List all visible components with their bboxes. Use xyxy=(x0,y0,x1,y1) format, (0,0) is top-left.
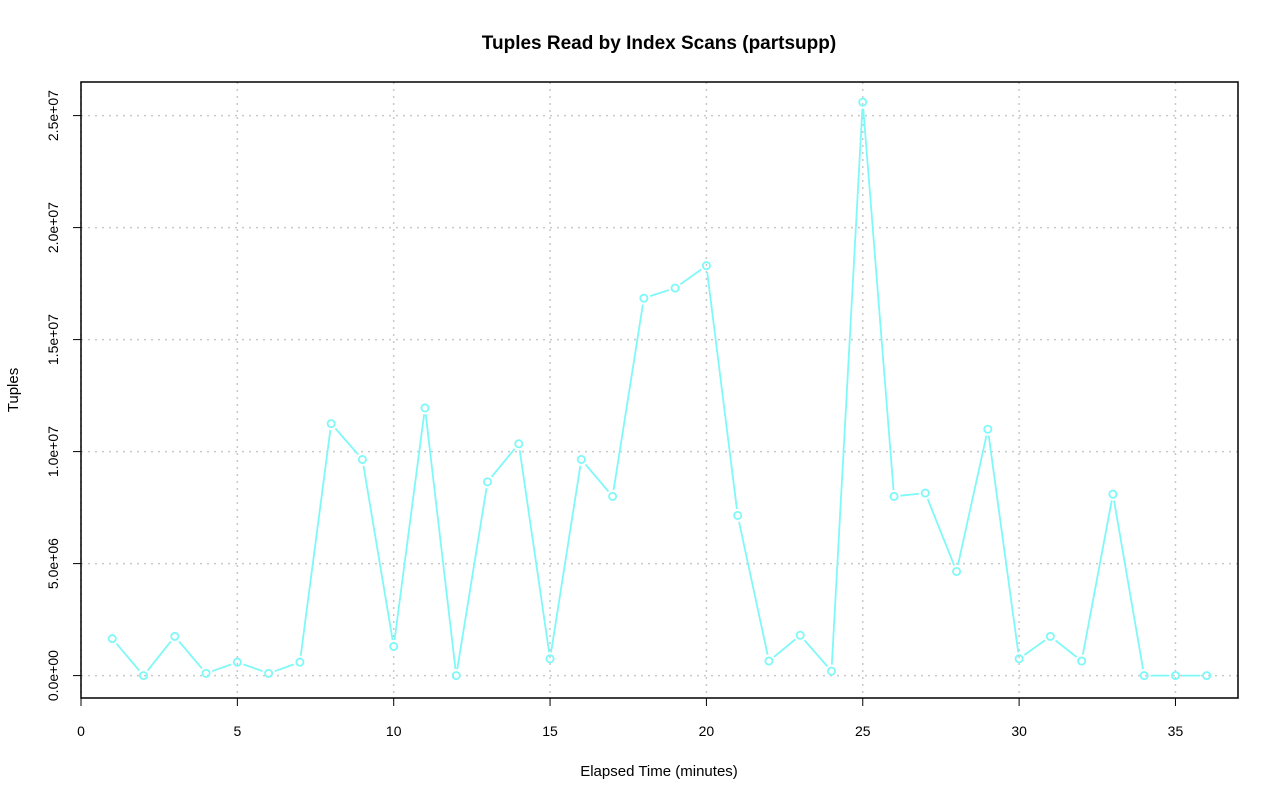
series-line-segment xyxy=(900,492,919,497)
series-line-segment xyxy=(862,108,895,490)
data-point xyxy=(1077,656,1087,666)
x-tick-label: 15 xyxy=(542,723,558,739)
data-point xyxy=(701,261,711,271)
x-tick-label: 35 xyxy=(1168,723,1184,739)
series-line-segment xyxy=(334,427,359,456)
plot-frame xyxy=(80,81,1239,699)
series-line-segment xyxy=(115,643,141,672)
series-line-segment xyxy=(679,268,702,286)
series-line-segment xyxy=(738,521,769,655)
series-line-segment xyxy=(362,465,394,641)
series-line-segment xyxy=(490,448,516,478)
series-layer xyxy=(107,97,1212,681)
data-point xyxy=(389,641,399,651)
data-point xyxy=(264,668,274,678)
series-line-segment xyxy=(830,108,864,665)
data-point xyxy=(451,671,461,681)
data-point xyxy=(639,293,649,303)
data-point xyxy=(1139,671,1149,681)
series-line-segment xyxy=(550,465,582,653)
series-line-segment xyxy=(518,450,551,653)
data-point xyxy=(795,630,805,640)
data-point xyxy=(576,454,586,464)
x-tick-label: 5 xyxy=(233,723,241,739)
series-line-segment xyxy=(612,304,644,491)
data-point xyxy=(107,634,117,644)
series-line-segment xyxy=(1054,639,1078,658)
series-line-segment xyxy=(393,414,426,641)
data-point xyxy=(764,656,774,666)
series-line-segment xyxy=(706,272,738,510)
data-point xyxy=(232,657,242,667)
series-line-segment xyxy=(926,498,955,566)
data-point xyxy=(326,419,336,429)
data-point xyxy=(608,491,618,501)
series-line-segment xyxy=(178,640,203,669)
data-point xyxy=(983,424,993,434)
series-line-segment xyxy=(424,414,457,670)
data-point xyxy=(1170,671,1180,681)
data-point xyxy=(858,97,868,107)
series-line-segment xyxy=(649,289,670,298)
y-axis-title: Tuples xyxy=(5,368,22,412)
data-point xyxy=(1045,631,1055,641)
series-line-segment xyxy=(274,663,295,673)
data-point xyxy=(889,491,899,501)
x-axis-title: Elapsed Time (minutes) xyxy=(580,763,738,780)
series-line-segment xyxy=(1113,500,1144,670)
x-tick-label: 0 xyxy=(77,723,85,739)
chart-title: Tuples Read by Index Scans (partsupp) xyxy=(482,33,836,54)
data-point xyxy=(357,454,367,464)
x-tick-label: 10 xyxy=(386,723,402,739)
series-line-segment xyxy=(211,663,232,673)
data-point xyxy=(514,439,524,449)
data-point xyxy=(139,671,149,681)
data-point xyxy=(295,657,305,667)
data-point xyxy=(920,488,930,498)
series-line-segment xyxy=(299,429,332,656)
series-line-segment xyxy=(584,463,610,493)
series-line-segment xyxy=(987,435,1020,653)
series-line-segment xyxy=(456,488,488,670)
series-line-segment xyxy=(1023,639,1046,656)
data-point xyxy=(201,668,211,678)
x-tick-label: 20 xyxy=(699,723,715,739)
data-point xyxy=(420,403,430,413)
series-line-segment xyxy=(1081,500,1113,655)
y-tick-label: 2.0e+07 xyxy=(45,202,61,253)
series-line-segment xyxy=(146,640,172,672)
y-tick-label: 1.0e+07 xyxy=(45,426,61,477)
data-point xyxy=(733,510,743,520)
data-point xyxy=(483,477,493,487)
data-point xyxy=(1202,671,1212,681)
data-point xyxy=(670,283,680,293)
data-point xyxy=(1014,654,1024,664)
data-point xyxy=(170,631,180,641)
series-line-segment xyxy=(957,435,988,566)
y-tick-label: 5.0e+06 xyxy=(45,538,61,589)
data-point xyxy=(545,654,555,664)
data-point xyxy=(1108,489,1118,499)
x-tick-label: 25 xyxy=(855,723,871,739)
data-point xyxy=(826,666,836,676)
y-tick-label: 2.5e+07 xyxy=(45,90,61,141)
series-line-segment xyxy=(243,663,263,673)
series-line-segment xyxy=(773,638,796,658)
y-tick-label: 0.0e+00 xyxy=(45,650,61,701)
y-tick-label: 1.5e+07 xyxy=(45,314,61,365)
data-point xyxy=(952,566,962,576)
series-line-segment xyxy=(803,639,828,667)
x-tick-label: 30 xyxy=(1011,723,1027,739)
